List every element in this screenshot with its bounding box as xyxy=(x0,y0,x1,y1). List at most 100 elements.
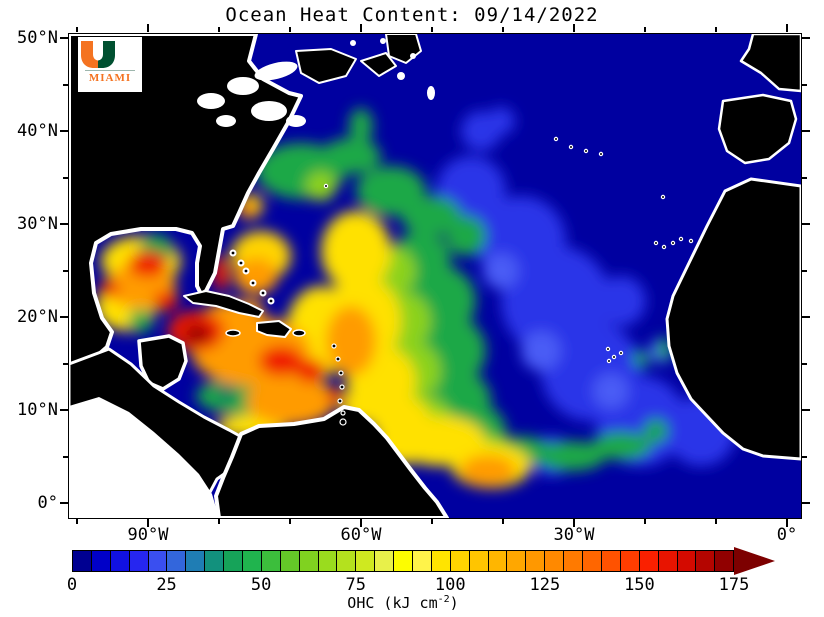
lon-major-tick xyxy=(147,24,149,32)
lat-label: 30°N xyxy=(17,214,58,234)
colorbar-segment xyxy=(167,551,187,571)
colorbar-tick-label: 75 xyxy=(345,575,366,595)
lat-major-tick xyxy=(60,37,68,39)
colorbar-segment xyxy=(526,551,546,571)
colorbar-segment xyxy=(658,551,678,571)
lat-major-tick xyxy=(60,316,68,318)
colorbar-segment xyxy=(677,551,697,571)
lat-major-tick xyxy=(802,37,810,39)
colorbar-segment xyxy=(375,551,395,571)
colorbar-label-exponent: -2 xyxy=(437,594,450,605)
colorbar-segment xyxy=(696,551,716,571)
figure-title: Ocean Heat Content: 09/14/2022 xyxy=(225,4,599,26)
lon-minor-tick xyxy=(289,27,291,32)
lon-major-tick xyxy=(360,24,362,32)
lon-minor-tick xyxy=(502,519,504,524)
lat-minor-tick xyxy=(63,269,68,272)
lat-minor-tick xyxy=(802,362,807,365)
colorbar-segment xyxy=(620,551,640,571)
colorbar-gradient xyxy=(72,550,734,572)
colorbar-segment xyxy=(73,551,92,571)
colorbar-segment xyxy=(243,551,262,571)
lat-minor-tick xyxy=(63,83,68,86)
lon-minor-tick xyxy=(644,27,646,32)
lat-label: 20°N xyxy=(17,307,58,327)
colorbar-segment xyxy=(261,551,281,571)
miami-logo: MIAMI xyxy=(78,37,142,92)
lat-major-tick xyxy=(60,223,68,225)
lon-major-tick xyxy=(147,519,149,527)
lon-minor-tick xyxy=(218,27,220,32)
colorbar-segment xyxy=(186,551,206,571)
lon-minor-tick xyxy=(502,27,504,32)
colorbar-segment xyxy=(337,551,357,571)
lon-label: 0° xyxy=(776,525,798,545)
colorbar-tick-label: 125 xyxy=(529,575,561,595)
colorbar-segment xyxy=(129,551,149,571)
colorbar-label-text: OHC (kJ cm xyxy=(347,594,438,612)
colorbar-tick-label: 100 xyxy=(434,575,466,595)
colorbar-segment xyxy=(488,551,508,571)
lat-major-tick xyxy=(60,409,68,411)
university-of-miami-u-icon xyxy=(81,41,115,68)
lat-major-tick xyxy=(802,316,810,318)
colorbar-label-close: ) xyxy=(449,594,459,612)
colorbar-tick-label: 175 xyxy=(718,575,750,595)
colorbar-arrow xyxy=(734,547,775,575)
lon-minor-tick xyxy=(431,519,433,524)
colorbar-segment xyxy=(148,551,168,571)
lon-label: 30°W xyxy=(553,525,595,545)
lakes-and-shelf xyxy=(197,38,435,305)
lon-minor-tick xyxy=(644,519,646,524)
colorbar-segment xyxy=(413,551,432,571)
lat-minor-tick xyxy=(802,455,807,458)
miami-logo-text: MIAMI xyxy=(88,72,132,84)
lon-minor-tick xyxy=(289,519,291,524)
lat-major-tick xyxy=(60,130,68,132)
lat-label: 50°N xyxy=(17,28,58,48)
lat-major-tick xyxy=(60,502,68,504)
lat-minor-tick xyxy=(63,455,68,458)
logo-divider xyxy=(85,70,135,71)
colorbar-tick-label: 0 xyxy=(66,575,78,595)
colorbar-segment xyxy=(507,551,527,571)
lon-minor-tick xyxy=(76,27,78,32)
lat-label: 10°N xyxy=(17,400,58,420)
lat-minor-tick xyxy=(63,362,68,365)
lat-minor-tick xyxy=(802,176,807,179)
lat-major-tick xyxy=(802,223,810,225)
colorbar-segment xyxy=(205,551,225,571)
colorbar-segment xyxy=(469,551,489,571)
colorbar-segment xyxy=(280,551,300,571)
colorbar-segment xyxy=(394,551,414,571)
colorbar-segment xyxy=(318,551,338,571)
bahamas-islets xyxy=(231,251,273,303)
colorbar-tick-label: 150 xyxy=(624,575,655,595)
colorbar-tick-label: 50 xyxy=(250,575,272,595)
colorbar-segment xyxy=(545,551,565,571)
lon-minor-tick xyxy=(715,519,717,524)
lat-minor-tick xyxy=(802,269,807,272)
pacific-no-data xyxy=(69,397,219,518)
lon-major-tick xyxy=(786,24,788,32)
map-frame: MIAMI xyxy=(68,33,802,519)
colorbar-segment xyxy=(715,551,734,571)
lat-major-tick xyxy=(802,130,810,132)
lon-minor-tick xyxy=(431,27,433,32)
colorbar-segment xyxy=(583,551,602,571)
colorbar-tick-label: 25 xyxy=(156,575,177,595)
colorbar-segment xyxy=(91,551,111,571)
lat-major-tick xyxy=(802,502,810,504)
lon-major-tick xyxy=(360,519,362,527)
colorbar-segment xyxy=(431,551,451,571)
lon-major-tick xyxy=(786,519,788,527)
colorbar-segment xyxy=(224,551,244,571)
lat-minor-tick xyxy=(802,83,807,86)
colorbar-segment xyxy=(639,551,659,571)
landmasses xyxy=(69,34,801,518)
lon-minor-tick xyxy=(218,519,220,524)
lat-label: 0° xyxy=(37,493,58,513)
lon-minor-tick xyxy=(715,27,717,32)
colorbar-segment xyxy=(450,551,470,571)
